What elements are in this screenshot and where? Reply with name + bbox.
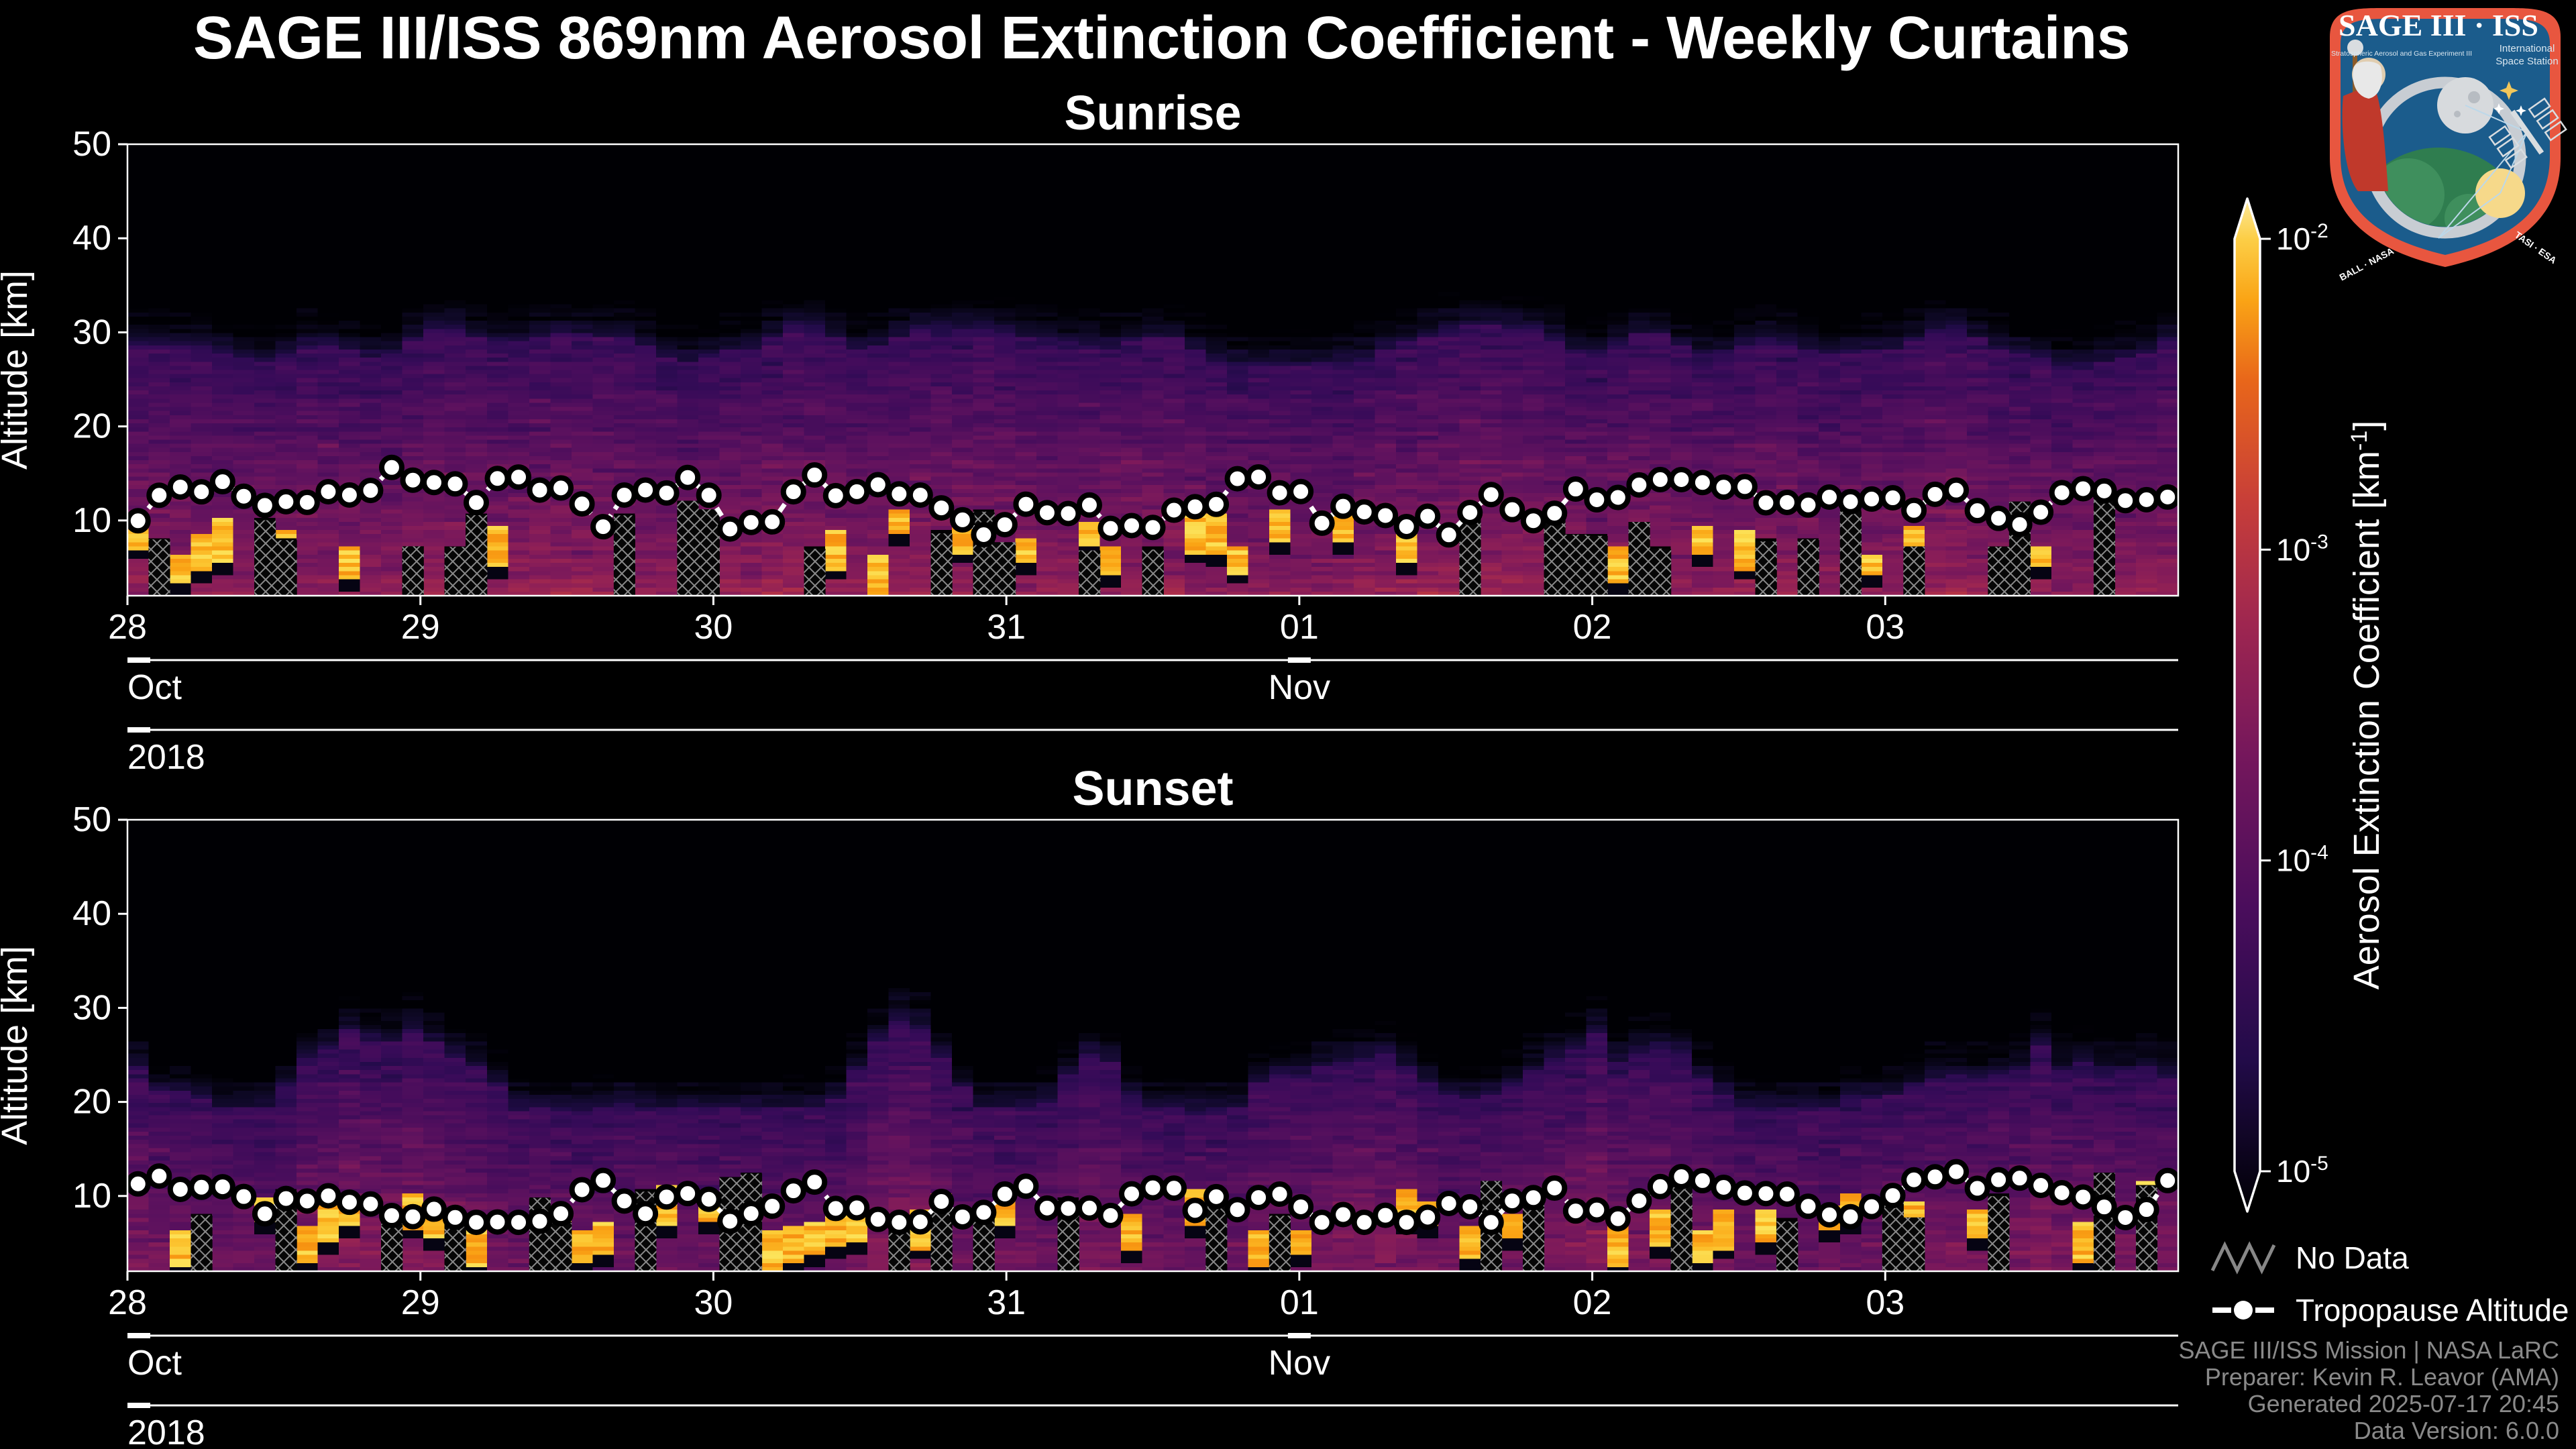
svg-text:30: 30 xyxy=(72,313,111,352)
svg-text:30: 30 xyxy=(694,608,733,647)
svg-text:10-3: 10-3 xyxy=(2276,531,2328,567)
svg-text:No Data: No Data xyxy=(2296,1240,2409,1275)
svg-text:50: 50 xyxy=(72,125,111,164)
svg-text:International: International xyxy=(2500,43,2555,54)
svg-text:10: 10 xyxy=(72,501,111,540)
svg-text:01: 01 xyxy=(1280,1283,1319,1322)
svg-text:Nov: Nov xyxy=(1269,668,1330,707)
svg-text:2018: 2018 xyxy=(127,1413,205,1449)
svg-text:10: 10 xyxy=(72,1177,111,1216)
svg-text:Sunset: Sunset xyxy=(1072,762,1233,816)
svg-text:28: 28 xyxy=(108,608,147,647)
svg-text:10-2: 10-2 xyxy=(2276,220,2328,256)
svg-text:Oct: Oct xyxy=(127,668,182,707)
svg-text:02: 02 xyxy=(1573,608,1612,647)
svg-text:50: 50 xyxy=(72,800,111,839)
svg-text:Aerosol Extinction Coefficient: Aerosol Extinction Coefficient [km-1] xyxy=(2347,421,2387,990)
svg-text:10-4: 10-4 xyxy=(2276,842,2328,878)
svg-text:10-5: 10-5 xyxy=(2276,1152,2328,1189)
svg-text:Oct: Oct xyxy=(127,1344,182,1383)
svg-text:Preparer: Kevin R. Leavor (AMA: Preparer: Kevin R. Leavor (AMA) xyxy=(2205,1363,2559,1391)
svg-text:TASI · ESA: TASI · ESA xyxy=(2513,229,2559,266)
svg-text:Data Version: 6.0.0: Data Version: 6.0.0 xyxy=(2354,1417,2559,1444)
svg-text:03: 03 xyxy=(1866,608,1904,647)
svg-text:Altitude [km]: Altitude [km] xyxy=(0,270,35,470)
svg-text:31: 31 xyxy=(987,1283,1026,1322)
svg-text:Tropopause Altitude: Tropopause Altitude xyxy=(2296,1293,2569,1328)
svg-text:40: 40 xyxy=(72,219,111,258)
svg-text:30: 30 xyxy=(72,988,111,1027)
svg-text:40: 40 xyxy=(72,894,111,933)
svg-text:Altitude [km]: Altitude [km] xyxy=(0,946,35,1145)
svg-text:01: 01 xyxy=(1280,608,1319,647)
svg-text:SAGE III · ISS: SAGE III · ISS xyxy=(2339,8,2538,42)
svg-text:30: 30 xyxy=(694,1283,733,1322)
svg-text:Generated 2025-07-17 20:45: Generated 2025-07-17 20:45 xyxy=(2248,1390,2559,1417)
svg-text:20: 20 xyxy=(72,1083,111,1122)
svg-text:2018: 2018 xyxy=(127,738,205,777)
svg-text:BALL · NASA: BALL · NASA xyxy=(2338,246,2396,283)
svg-text:Sunrise: Sunrise xyxy=(1064,87,1241,140)
svg-text:20: 20 xyxy=(72,407,111,446)
svg-text:02: 02 xyxy=(1573,1283,1612,1322)
svg-text:03: 03 xyxy=(1866,1283,1904,1322)
svg-text:29: 29 xyxy=(401,1283,440,1322)
svg-text:Stratospheric Aerosol and Gas: Stratospheric Aerosol and Gas Experiment… xyxy=(2331,50,2472,58)
svg-text:31: 31 xyxy=(987,608,1026,647)
svg-text:SAGE III/ISS Mission | NASA La: SAGE III/ISS Mission | NASA LaRC xyxy=(2178,1336,2559,1364)
svg-text:29: 29 xyxy=(401,608,440,647)
svg-text:Space Station: Space Station xyxy=(2496,56,2558,67)
svg-text:28: 28 xyxy=(108,1283,147,1322)
svg-text:Nov: Nov xyxy=(1269,1344,1330,1383)
